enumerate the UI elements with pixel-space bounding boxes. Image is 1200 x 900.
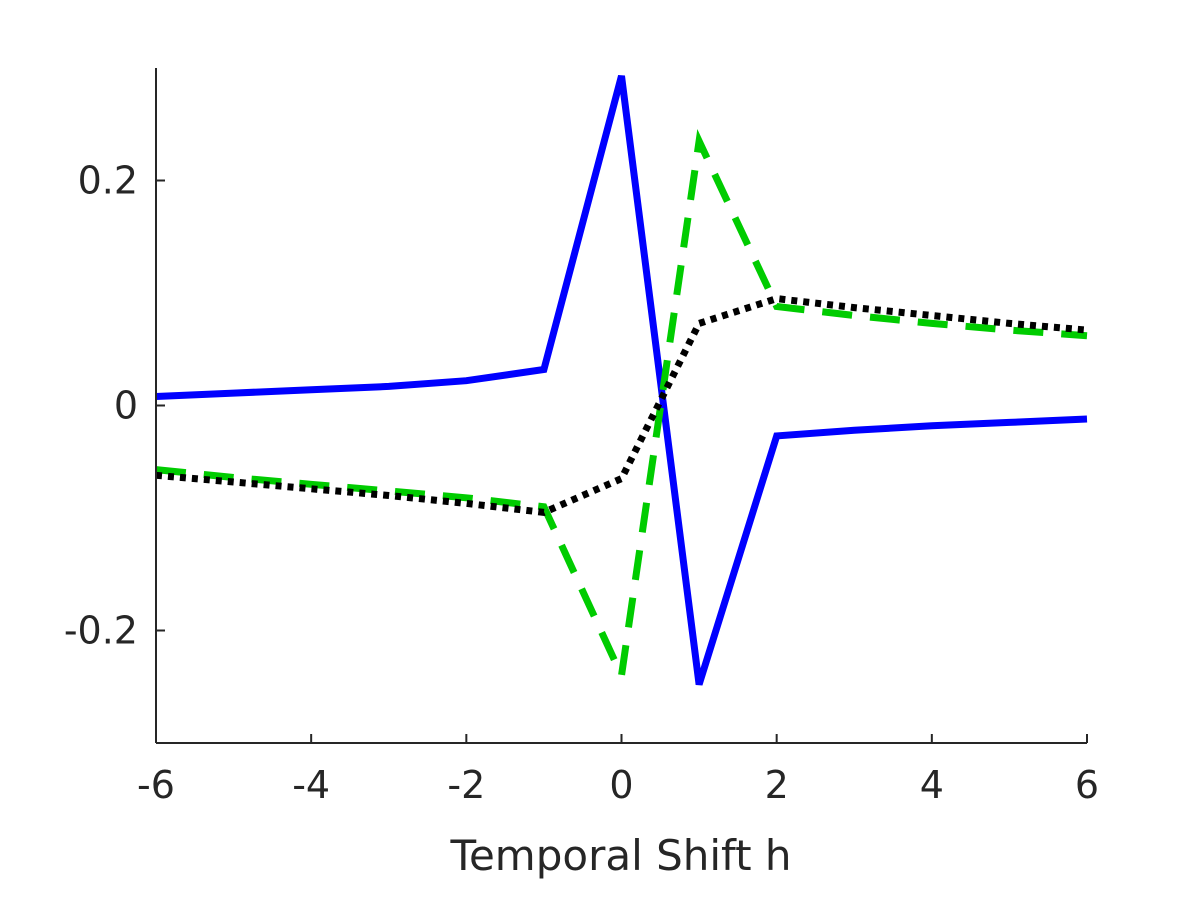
y-tick-label: -0.2 (64, 609, 138, 653)
x-tick-label: 2 (765, 763, 789, 807)
x-axis-label: Temporal Shift h (449, 831, 791, 880)
x-tick-label: 4 (920, 763, 944, 807)
x-tick-label: -2 (447, 763, 485, 807)
x-tick-label: 0 (609, 763, 633, 807)
x-tick-label: -4 (292, 763, 330, 807)
series-line-dotted (155, 295, 1088, 516)
y-tick-label: 0.2 (78, 159, 138, 203)
y-tick-label: 0 (114, 384, 138, 428)
x-tick-label: -6 (137, 763, 175, 807)
axes: -6 -4 -2 0 2 4 6 -0.2 0 0.2 (64, 68, 1099, 807)
plot-lines (155, 75, 1088, 688)
x-tick-label: 6 (1075, 763, 1099, 807)
series-line-solid (155, 75, 1088, 686)
series-line-dashed (155, 129, 1088, 688)
